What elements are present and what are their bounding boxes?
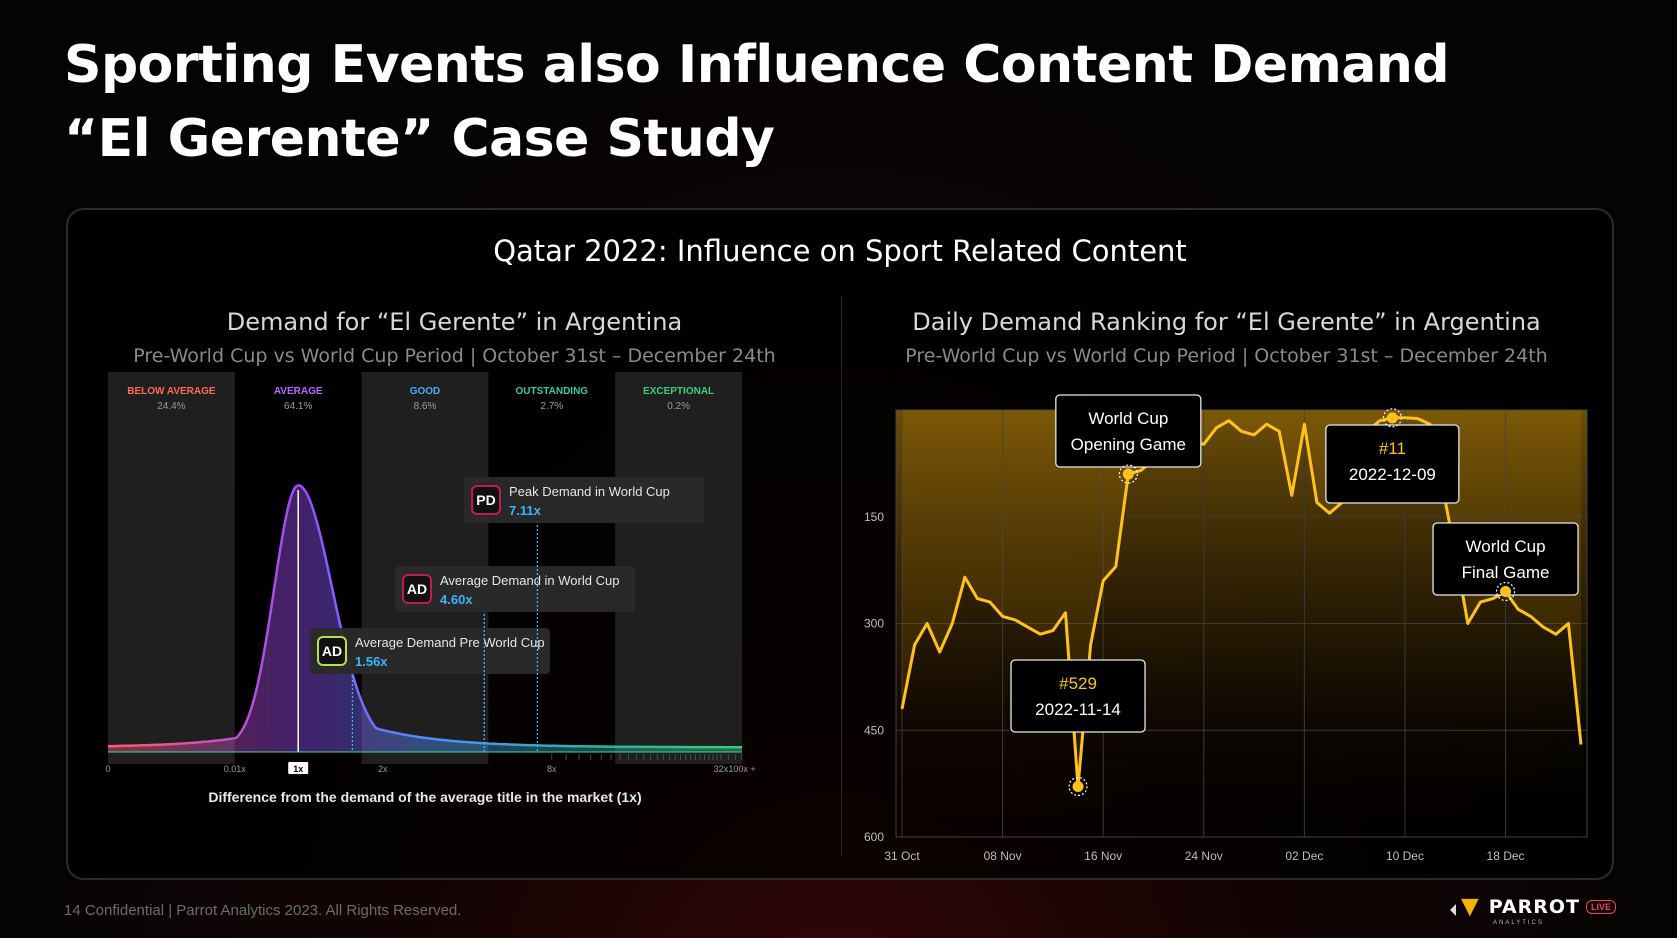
x-tick-label-3: 2x [378, 764, 388, 774]
daily-ranking-chart: 31 Oct 08 Nov 16 Nov 24 Nov 02 Dec 10 Dec 18 D… [864, 394, 1588, 863]
marker-badge-text-0: AD [322, 643, 342, 659]
parrot-logo: ▼ PARROT LIVE ANALYTICS [1455, 890, 1616, 926]
x-axis-label: Difference from the demand of the averag… [208, 789, 641, 805]
annotation-dot-ring-1 [1068, 776, 1088, 797]
annotation-line2-2: 2022-12-09 [1349, 465, 1436, 484]
x-tick-label-0: 31 Oct [884, 849, 920, 863]
panel-title: Qatar 2022: Influence on Sport Related C… [493, 234, 1187, 268]
annotation-line1-1: #529 [1059, 674, 1097, 693]
logo-subtext: ANALYTICS [1493, 920, 1544, 926]
band-share-4: 0.2% [667, 401, 690, 412]
page-title: Sporting Events also Influence Content D… [64, 28, 1450, 176]
marker-value-1: 4.60x [440, 592, 473, 607]
annotation-box-3 [1432, 522, 1579, 596]
band-label-1: AVERAGE [274, 386, 323, 397]
left-chart-title: Demand for “El Gerente” in Argentina [226, 308, 683, 336]
y-tick-label-2: 450 [864, 723, 884, 737]
annotation-3: World Cup Final Game [1432, 522, 1579, 596]
annotation-line2-1: 2022-11-14 [1035, 700, 1121, 719]
panel-divider [841, 296, 842, 856]
marker-badge-text-1: AD [407, 581, 427, 597]
band-share-3: 2.7% [540, 401, 563, 412]
marker-card-bg-0 [310, 628, 550, 674]
x-tick-label-2: 16 Nov [1084, 849, 1122, 863]
right-chart-subtitle: Pre-World Cup vs World Cup Period | Octo… [905, 345, 1548, 367]
x-tick-label-5: 10 Dec [1386, 849, 1424, 863]
band-label-0: BELOW AVERAGE [127, 386, 216, 397]
marker-badge-1 [402, 574, 432, 604]
marker-badge-text-2: PD [476, 492, 495, 508]
marker-label-2: Peak Demand in World Cup [509, 484, 670, 499]
annotation-box-2 [1325, 424, 1460, 504]
chevron-left-icon [1450, 904, 1456, 916]
x-tick-label-2: 1x [293, 764, 303, 774]
left-chart-subtitle: Pre-World Cup vs World Cup Period | Octo… [133, 345, 776, 367]
annotation-line1-0: World Cup [1088, 409, 1168, 428]
annotation-dot-ring-3 [1495, 581, 1516, 602]
marker-label-1: Average Demand in World Cup [440, 573, 619, 588]
parrot-logo-icon: ▼ [1455, 890, 1485, 923]
x-tick-label-0: 0 [105, 764, 110, 774]
marker-card-1: AD Average Demand in World Cup 4.60x [395, 566, 635, 612]
annotation-dot-ring-0 [1118, 464, 1138, 484]
band-share-0: 24.4% [157, 401, 185, 412]
band-0 [108, 372, 235, 764]
annotation-line2-0: Opening Game [1071, 435, 1186, 454]
logo-text: PARROT [1488, 896, 1580, 918]
x-tick-label-4: 02 Dec [1285, 849, 1323, 863]
title-line-1: Sporting Events also Influence Content D… [64, 35, 1450, 95]
x-tick-label-4: 8x [547, 764, 557, 774]
annotation-dot-0 [1122, 468, 1134, 480]
x-tick-highlight [288, 762, 309, 774]
x-tick-label-1: 08 Nov [984, 849, 1022, 863]
marker-card-2: PD Peak Demand in World Cup 7.11x [464, 477, 704, 523]
demand-distribution-chart: BELOW AVERAGE 24.4% AVERAGE 64.1% GOOD 8.6% OU… [105, 372, 756, 805]
marker-card-0: AD Average Demand Pre World Cup 1.56x [310, 628, 550, 674]
band-label-4: EXCEPTIONAL [643, 386, 714, 397]
x-tick-label-5: 32x [714, 764, 729, 774]
distribution-line [107, 483, 742, 749]
footer-text: 14 Confidential | Parrot Analytics 2023.… [64, 902, 462, 919]
band-4 [615, 372, 742, 764]
x-tick-label-6: 18 Dec [1487, 849, 1525, 863]
distribution-area [108, 485, 742, 752]
marker-badge-2 [471, 485, 501, 515]
y-tick-label-3: 600 [864, 830, 884, 844]
annotation-line1-2: #11 [1379, 439, 1406, 458]
marker-card-bg-1 [395, 566, 635, 612]
annotation-box-0 [1055, 394, 1202, 468]
chart-panel: Qatar 2022: Influence on Sport Related C… [66, 208, 1614, 880]
marker-value-2: 7.11x [509, 503, 542, 518]
live-badge: LIVE [1585, 900, 1616, 914]
title-line-2: “El Gerente” Case Study [64, 109, 775, 169]
annotation-line2-3: Final Game [1462, 563, 1550, 582]
y-tick-label-0: 150 [864, 510, 884, 524]
annotation-box-1 [1010, 659, 1146, 733]
band-share-2: 8.6% [414, 401, 437, 412]
annotation-2: #11 2022-12-09 [1325, 424, 1460, 504]
annotation-line1-3: World Cup [1466, 537, 1546, 556]
annotation-dot-ring-2 [1382, 408, 1402, 428]
annotation-dot-3 [1500, 585, 1512, 597]
annotation-dot-2 [1386, 412, 1398, 424]
marker-card-bg-2 [464, 477, 704, 523]
x-tick-label-1: 0.01x [224, 764, 247, 774]
x-tick-label-3: 24 Nov [1185, 849, 1223, 863]
annotation-dot-1 [1072, 780, 1084, 792]
marker-value-0: 1.56x [355, 654, 388, 669]
marker-badge-0 [317, 636, 347, 666]
band-label-2: GOOD [410, 386, 441, 397]
plot-frame [895, 409, 1588, 838]
y-tick-label-1: 300 [864, 617, 884, 631]
annotation-1: #529 2022-11-14 [1010, 659, 1146, 733]
annotation-0: World Cup Opening Game [1055, 394, 1202, 468]
right-chart-title: Daily Demand Ranking for “El Gerente” in… [912, 308, 1541, 336]
band-share-1: 64.1% [284, 401, 312, 412]
x-tick-label-6: 100x + [728, 764, 755, 774]
marker-label-0: Average Demand Pre World Cup [355, 635, 545, 650]
ranking-line [900, 416, 1583, 788]
band-label-3: OUTSTANDING [516, 386, 589, 397]
